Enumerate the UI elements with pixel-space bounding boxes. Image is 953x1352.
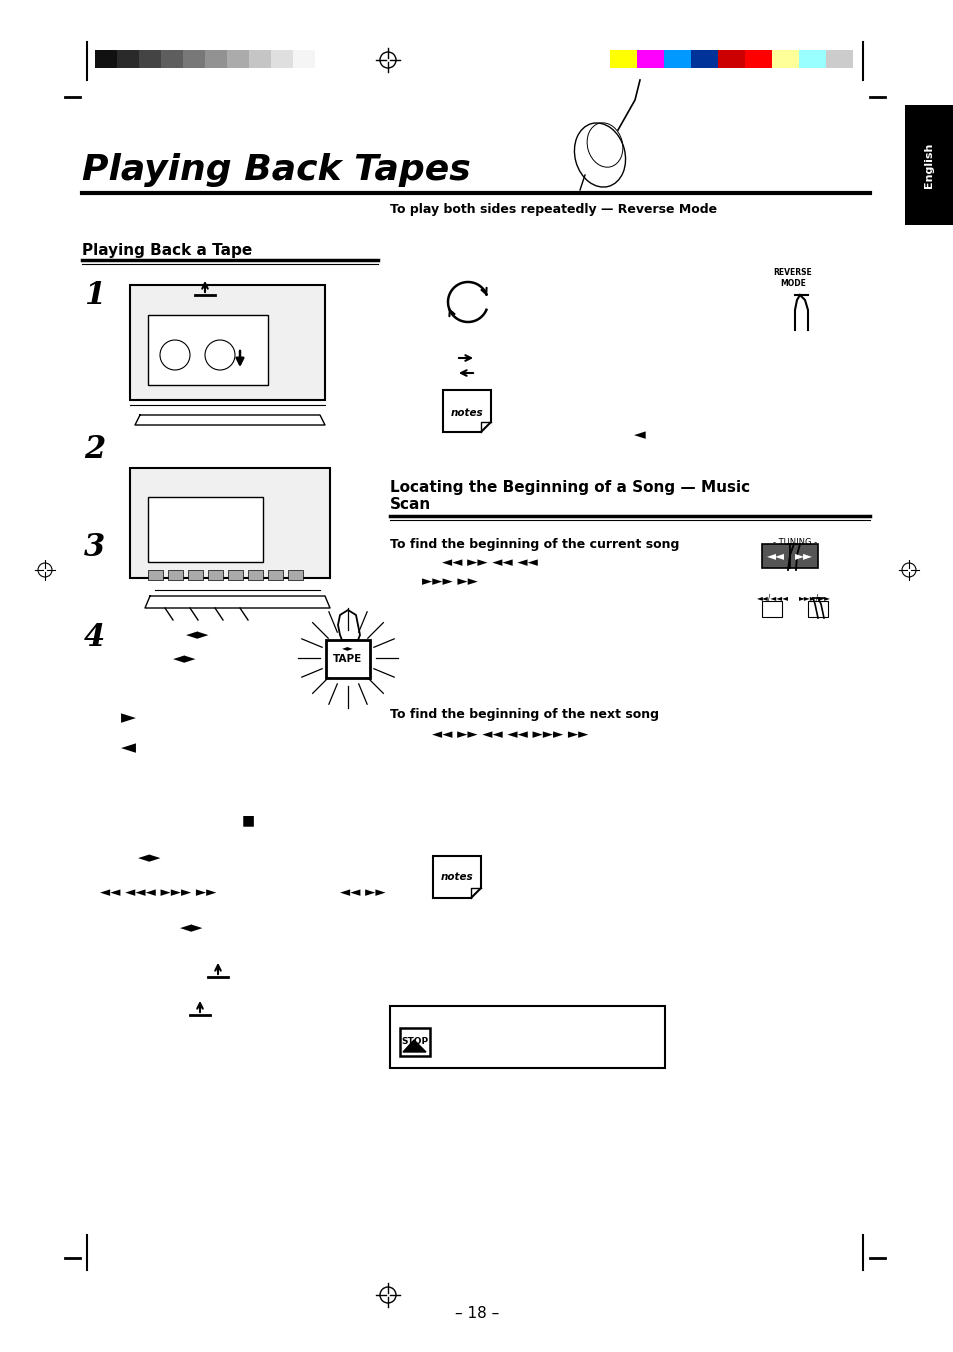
Text: 2: 2 bbox=[84, 434, 105, 465]
Polygon shape bbox=[433, 856, 480, 898]
Polygon shape bbox=[442, 389, 491, 433]
Bar bbox=[249, 50, 271, 68]
Bar bbox=[130, 468, 330, 579]
Text: ◄◄ ►►: ◄◄ ►► bbox=[339, 887, 385, 899]
Bar bbox=[825, 50, 852, 68]
Bar bbox=[609, 50, 637, 68]
Bar bbox=[288, 571, 303, 580]
Bar bbox=[183, 50, 205, 68]
Bar bbox=[117, 50, 139, 68]
Bar bbox=[789, 544, 817, 568]
Text: ◄◄ ►► ◄◄ ◄◄: ◄◄ ►► ◄◄ ◄◄ bbox=[441, 557, 537, 569]
Bar bbox=[718, 50, 744, 68]
Text: ►►: ►► bbox=[794, 549, 812, 562]
Text: Playing Back a Tape: Playing Back a Tape bbox=[82, 242, 252, 257]
Bar bbox=[744, 50, 771, 68]
Text: – 18 –: – 18 – bbox=[455, 1306, 498, 1321]
Text: notes: notes bbox=[440, 872, 473, 882]
Text: English: English bbox=[923, 142, 933, 188]
Bar bbox=[690, 50, 718, 68]
Bar bbox=[637, 50, 663, 68]
Bar bbox=[771, 50, 799, 68]
Polygon shape bbox=[402, 1040, 426, 1052]
Text: To find the beginning of the current song: To find the beginning of the current son… bbox=[390, 538, 679, 552]
Text: Locating the Beginning of a Song — Music
Scan: Locating the Beginning of a Song — Music… bbox=[390, 480, 749, 512]
Text: ►►► ►►: ►►► ►► bbox=[421, 576, 477, 588]
Bar bbox=[761, 602, 781, 617]
Bar bbox=[248, 571, 263, 580]
Bar bbox=[188, 571, 203, 580]
Text: REVERSE
MODE: REVERSE MODE bbox=[773, 268, 812, 288]
Text: 1: 1 bbox=[84, 280, 105, 311]
Text: ◄►: ◄► bbox=[342, 644, 354, 653]
Text: ◄►: ◄► bbox=[173, 652, 196, 667]
Bar bbox=[208, 571, 223, 580]
Text: ►: ► bbox=[120, 708, 135, 727]
Bar bbox=[227, 50, 249, 68]
Text: STOP: STOP bbox=[401, 1037, 428, 1046]
Bar bbox=[293, 50, 314, 68]
Bar bbox=[904, 105, 953, 224]
Text: 3: 3 bbox=[84, 533, 105, 564]
Bar bbox=[139, 50, 161, 68]
Bar bbox=[799, 50, 825, 68]
Text: Playing Back Tapes: Playing Back Tapes bbox=[82, 153, 470, 187]
Text: ◄◄ ►► ◄◄ ◄◄ ►►► ►►: ◄◄ ►► ◄◄ ◄◄ ►►► ►► bbox=[432, 729, 588, 741]
Bar bbox=[807, 602, 827, 617]
Bar bbox=[148, 315, 268, 385]
Bar bbox=[390, 1006, 664, 1068]
Bar bbox=[268, 571, 283, 580]
Text: TAPE: TAPE bbox=[333, 654, 362, 664]
Bar bbox=[228, 571, 243, 580]
Bar bbox=[399, 1028, 430, 1056]
Bar bbox=[271, 50, 293, 68]
Text: ◄►: ◄► bbox=[186, 627, 210, 642]
Bar bbox=[95, 50, 117, 68]
Text: To find the beginning of the next song: To find the beginning of the next song bbox=[390, 708, 659, 722]
Text: ►►►/►►: ►►►/►► bbox=[799, 594, 830, 603]
Text: 4: 4 bbox=[84, 622, 105, 653]
Bar bbox=[326, 639, 370, 677]
Text: ◄◄ ◄◄◄ ►►► ►►: ◄◄ ◄◄◄ ►►► ►► bbox=[100, 887, 216, 899]
Text: ■: ■ bbox=[241, 813, 254, 827]
Text: ◄◄/◄◄◄: ◄◄/◄◄◄ bbox=[757, 594, 788, 603]
Text: ◄►: ◄► bbox=[180, 921, 204, 936]
Text: ◄►: ◄► bbox=[138, 850, 162, 865]
Text: notes: notes bbox=[450, 408, 483, 418]
Bar bbox=[663, 50, 690, 68]
Text: ◄◄: ◄◄ bbox=[766, 549, 784, 562]
Text: ◄: ◄ bbox=[634, 427, 645, 442]
Text: ◄: ◄ bbox=[120, 738, 135, 757]
Bar bbox=[761, 544, 789, 568]
Bar bbox=[205, 50, 227, 68]
Bar bbox=[148, 571, 163, 580]
Bar bbox=[130, 285, 325, 400]
Bar bbox=[148, 498, 263, 562]
Bar bbox=[168, 571, 183, 580]
Text: - TUNING -: - TUNING - bbox=[772, 538, 816, 548]
Bar bbox=[161, 50, 183, 68]
Text: To play both sides repeatedly — Reverse Mode: To play both sides repeatedly — Reverse … bbox=[390, 204, 717, 216]
